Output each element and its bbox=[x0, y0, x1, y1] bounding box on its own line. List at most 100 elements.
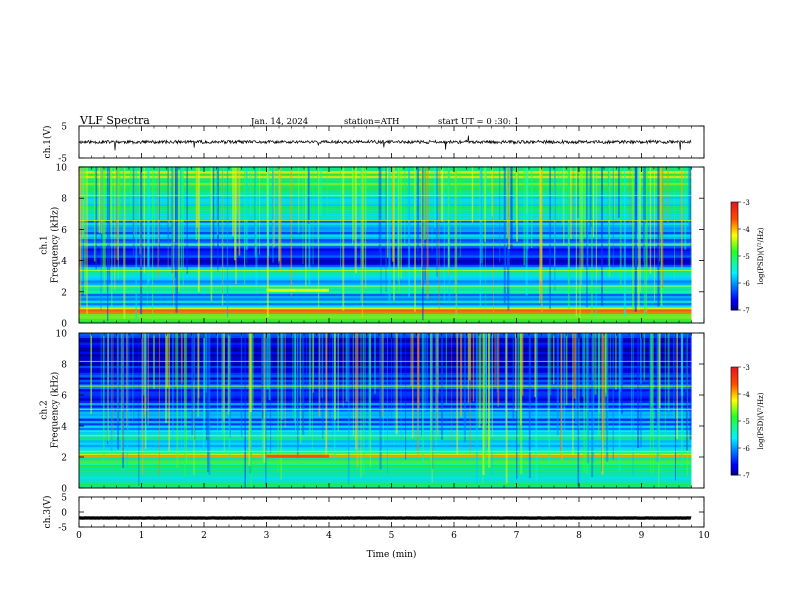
spectrogram-band bbox=[79, 422, 692, 426]
spectrogram-streak bbox=[584, 167, 586, 238]
spectrogram-streak bbox=[100, 167, 102, 311]
spectrogram-streak bbox=[674, 167, 675, 281]
spectrogram-band bbox=[79, 306, 692, 310]
spectrogram-band bbox=[79, 270, 692, 274]
colorbar-tick-label: -4 bbox=[743, 391, 750, 399]
y-axis-label: ch.3(V) bbox=[42, 496, 53, 529]
spectrogram-streak bbox=[321, 333, 323, 398]
spectrogram-band bbox=[79, 400, 692, 404]
spectrogram-band bbox=[79, 298, 692, 301]
spectrogram-streak bbox=[355, 333, 357, 450]
spectrogram-streak bbox=[244, 333, 246, 488]
spectrogram-streak bbox=[460, 333, 463, 417]
colorbar-segment bbox=[731, 227, 738, 230]
spectrogram-streak bbox=[519, 333, 522, 426]
colorbar-1: -3 -4 -5 -6 -7 log(PSD)(V²/Hz) bbox=[730, 199, 765, 315]
colorbar-segment bbox=[731, 265, 738, 268]
colorbar-segment bbox=[731, 471, 738, 474]
spectrogram-streak bbox=[317, 167, 319, 243]
colorbar-tick-label: -3 bbox=[743, 199, 750, 207]
spectrogram-band bbox=[79, 191, 692, 195]
spectrogram-streak bbox=[171, 167, 174, 273]
spectrogram-band bbox=[79, 286, 692, 289]
spectrogram-band bbox=[79, 166, 692, 169]
colorbar-tick-label: -4 bbox=[743, 226, 750, 234]
spectrogram-tone bbox=[266, 288, 329, 292]
colorbar-segment bbox=[731, 220, 738, 223]
colorbar-segment bbox=[731, 439, 738, 442]
spectrogram-streak bbox=[631, 333, 632, 432]
spectrogram-band bbox=[79, 337, 692, 341]
y-axis-label-line: Frequency (kHz) bbox=[50, 207, 61, 284]
spectrogram-line bbox=[79, 269, 692, 271]
colorbar-segment bbox=[731, 376, 738, 379]
spectrogram-streak bbox=[212, 167, 215, 256]
spectrogram-band bbox=[79, 418, 692, 421]
colorbar-segment bbox=[731, 428, 738, 431]
spectrogram-streak bbox=[548, 333, 551, 466]
spectrogram-streak bbox=[192, 333, 195, 381]
spectrogram-streak bbox=[635, 167, 637, 287]
spectrogram-band bbox=[79, 210, 692, 214]
spectrogram-streak bbox=[472, 333, 475, 402]
spectrogram-band bbox=[79, 227, 692, 230]
spectrogram-streak bbox=[368, 333, 371, 450]
spectrogram-streak bbox=[527, 167, 529, 250]
spectrogram-band bbox=[79, 177, 692, 181]
spectrogram-band bbox=[79, 427, 692, 431]
colorbar-segment bbox=[731, 417, 738, 420]
spectrogram-streak bbox=[126, 333, 128, 428]
colorbar-segment bbox=[731, 286, 738, 289]
colorbar-segment bbox=[731, 218, 738, 221]
spectrogram-line bbox=[79, 450, 692, 452]
spectrogram-streak bbox=[284, 333, 286, 428]
spectrogram-streak bbox=[181, 333, 183, 384]
spectrogram-band bbox=[79, 356, 692, 359]
spectrogram-streak bbox=[295, 333, 297, 433]
y-tick-label: 10 bbox=[56, 330, 68, 340]
spectrogram-streak bbox=[493, 167, 494, 313]
spectrogram-band bbox=[79, 198, 692, 202]
spectrogram-streak bbox=[352, 167, 355, 241]
colorbar-tick-label: -6 bbox=[743, 445, 750, 453]
spectrogram-band bbox=[79, 236, 692, 240]
spectrogram-streak bbox=[292, 333, 294, 419]
colorbar-tick-label: -6 bbox=[743, 280, 750, 288]
spectrogram-streak bbox=[512, 333, 515, 419]
start-ut-label: start UT = 0 :30: 1 bbox=[438, 117, 519, 127]
spectrogram-streak bbox=[656, 333, 659, 463]
colorbar-segment bbox=[731, 421, 738, 424]
spectrogram-band bbox=[79, 275, 692, 279]
colorbar-segment bbox=[731, 377, 738, 381]
spectrogram-streak bbox=[369, 333, 372, 468]
x-axis-2 bbox=[78, 333, 705, 488]
spectrogram-streak bbox=[387, 167, 389, 258]
spectrogram-streak bbox=[612, 333, 614, 460]
spectrogram-streak bbox=[167, 167, 169, 245]
spectrogram-band bbox=[79, 365, 692, 369]
spectrogram-streak bbox=[356, 333, 359, 467]
spectrogram-streak bbox=[168, 333, 170, 451]
spectrogram-band bbox=[79, 377, 692, 380]
spectrogram-streak bbox=[84, 167, 86, 296]
spectrogram-streak bbox=[436, 167, 438, 277]
spectrogram-streak bbox=[421, 167, 424, 289]
spectrogram-streak bbox=[674, 333, 676, 481]
spectrogram-streak bbox=[227, 333, 230, 415]
colorbar-label: log(PSD)(V²/Hz) bbox=[757, 227, 765, 284]
spectrogram-streak bbox=[108, 167, 111, 284]
spectrogram-streak bbox=[535, 333, 538, 481]
spectrogram-streak bbox=[177, 167, 180, 292]
spectrogram-streak bbox=[393, 167, 395, 301]
spectrogram-streak bbox=[158, 167, 160, 243]
spectrogram-band bbox=[79, 170, 692, 174]
spectrogram-streak bbox=[317, 167, 320, 309]
spectrogram-streak bbox=[659, 167, 660, 262]
spectrogram-streak bbox=[143, 167, 146, 273]
spectrogram-band bbox=[79, 363, 692, 366]
colorbar-segment bbox=[731, 281, 738, 284]
spectrogram-streak bbox=[432, 333, 434, 470]
spectrogram-streak bbox=[475, 333, 478, 485]
spectrogram-streak bbox=[480, 167, 483, 264]
colorbar-segment bbox=[731, 232, 738, 235]
